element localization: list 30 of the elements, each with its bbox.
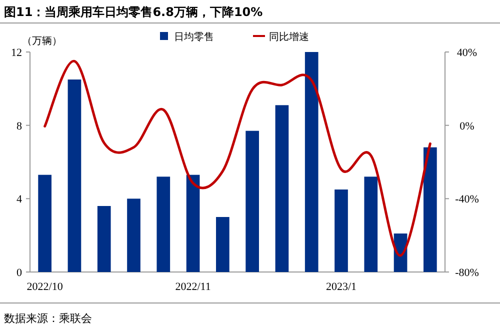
y-tick-label: 8 bbox=[16, 120, 22, 132]
bar bbox=[97, 206, 111, 272]
y-tick-label: 12 bbox=[11, 47, 22, 59]
y2-tick-label: -80% bbox=[455, 267, 479, 279]
y2-tick-label: -40% bbox=[455, 194, 479, 206]
legend-label: 同比增速 bbox=[269, 31, 309, 43]
bar bbox=[216, 217, 230, 272]
x-tick-label: 2023/1 bbox=[326, 281, 357, 293]
y-axis-title: （万辆） bbox=[22, 35, 62, 47]
x-tick-label: 2022/10 bbox=[26, 281, 64, 293]
chart-title: 图11：当周乘用车日均零售6.8万辆，下降10% bbox=[4, 5, 263, 19]
y-tick-label: 4 bbox=[16, 194, 22, 206]
bar bbox=[186, 174, 200, 272]
bar bbox=[127, 198, 140, 272]
bar bbox=[334, 190, 348, 272]
bar bbox=[304, 52, 318, 272]
y2-tick-label: 40% bbox=[456, 47, 478, 59]
x-tick-label: 2022/11 bbox=[175, 281, 211, 293]
bar bbox=[68, 80, 82, 272]
bar bbox=[364, 176, 378, 272]
bar bbox=[246, 130, 259, 272]
bar bbox=[275, 105, 289, 272]
source-note: 数据来源：乘联会 bbox=[4, 312, 92, 325]
y2-tick-label: 0% bbox=[460, 120, 474, 132]
bar bbox=[38, 174, 52, 272]
legend-label: 日均零售 bbox=[174, 31, 214, 43]
y-tick-label: 0 bbox=[16, 267, 22, 279]
line-series bbox=[44, 60, 432, 257]
bar bbox=[156, 176, 170, 272]
bar bbox=[424, 147, 437, 272]
